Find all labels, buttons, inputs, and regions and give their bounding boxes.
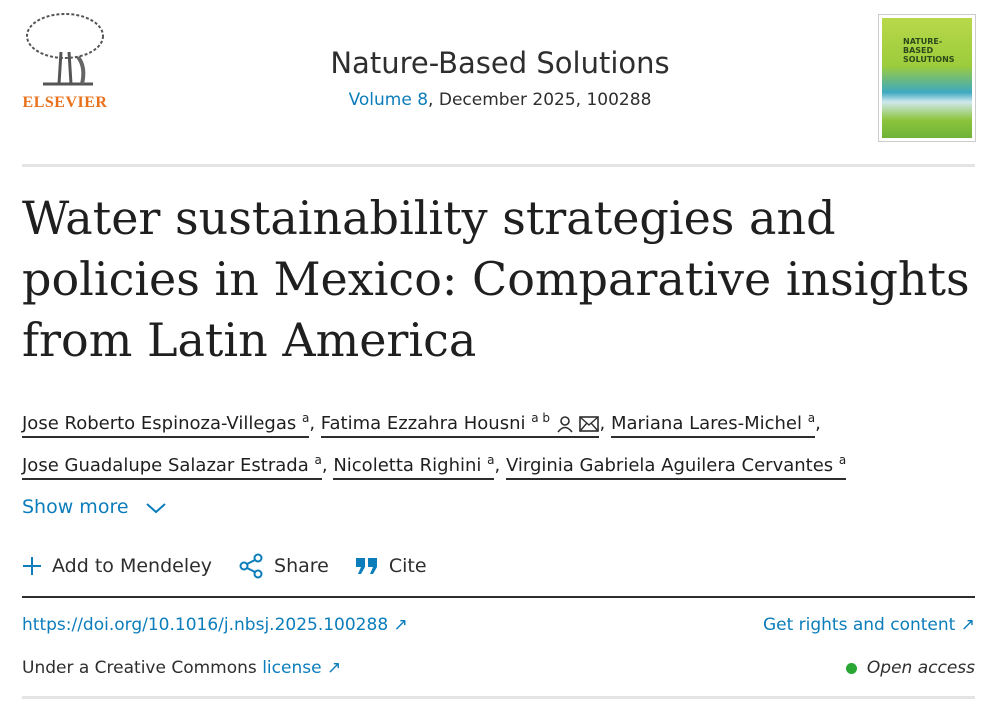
article-title: Water sustainability strategies and poli… bbox=[22, 191, 970, 367]
elsevier-wordmark: ELSEVIER bbox=[22, 94, 108, 111]
volume-link[interactable]: Volume 8 bbox=[348, 90, 429, 110]
author-list: Jose Roberto Espinoza-Villegas a, Fatima… bbox=[22, 400, 972, 484]
author-link[interactable]: Fatima Ezzahra Housni a b bbox=[320, 411, 600, 438]
open-access-dot-icon bbox=[845, 662, 857, 674]
author-link[interactable]: Jose Guadalupe Salazar Estrada a bbox=[22, 453, 322, 480]
elsevier-logo[interactable]: ELSEVIER bbox=[22, 12, 108, 112]
cover-title: NATURE-BASED SOLUTIONS bbox=[903, 37, 955, 64]
show-more-button[interactable]: Show more bbox=[22, 496, 167, 518]
license-info: Under a Creative Commons license ↗ bbox=[22, 658, 342, 678]
person-icon bbox=[557, 416, 573, 433]
quote-icon bbox=[355, 558, 377, 574]
journal-cover[interactable]: NATURE-BASED SOLUTIONS bbox=[878, 14, 976, 142]
author-link[interactable]: Nicoletta Righini a bbox=[333, 453, 495, 480]
external-link-icon: ↗ bbox=[393, 615, 408, 635]
share-button[interactable]: Share bbox=[238, 553, 329, 579]
divider bbox=[22, 596, 975, 598]
external-link-icon: ↗ bbox=[326, 658, 342, 678]
share-icon bbox=[239, 553, 263, 579]
author-link[interactable]: Mariana Lares-Michel a bbox=[610, 411, 816, 438]
footer-divider bbox=[22, 696, 975, 699]
chevron-down-icon bbox=[145, 502, 166, 513]
open-access-badge: Open access bbox=[845, 658, 975, 678]
external-link-icon: ↗ bbox=[960, 615, 975, 635]
doi-link[interactable]: https://doi.org/10.1016/j.nbsj.2025.1002… bbox=[22, 615, 408, 635]
author-link[interactable]: Virginia Gabriela Aguilera Cervantes a bbox=[505, 453, 847, 480]
header-divider bbox=[22, 164, 975, 167]
plus-icon bbox=[23, 557, 41, 575]
journal-title[interactable]: Nature-Based Solutions bbox=[330, 46, 670, 80]
add-to-mendeley-button[interactable]: Add to Mendeley bbox=[22, 555, 212, 577]
cite-button[interactable]: Cite bbox=[355, 555, 427, 577]
issue-info: , December 2025, 100288 bbox=[428, 90, 652, 110]
author-link[interactable]: Jose Roberto Espinoza-Villegas a bbox=[22, 411, 310, 438]
license-link[interactable]: license ↗ bbox=[262, 658, 342, 678]
email-icon bbox=[579, 416, 600, 432]
elsevier-tree-icon bbox=[26, 13, 104, 86]
rights-link[interactable]: Get rights and content ↗ bbox=[762, 615, 975, 635]
